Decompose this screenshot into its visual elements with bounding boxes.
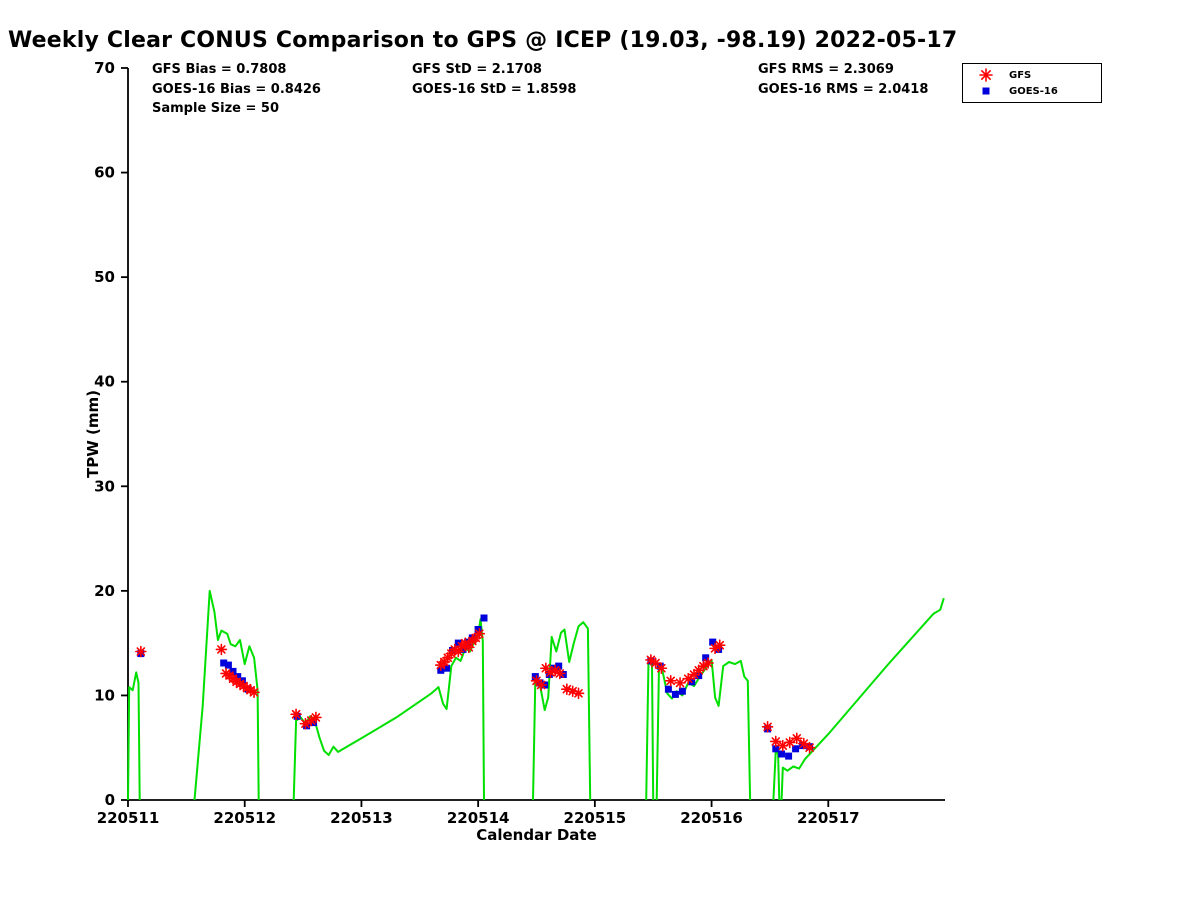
y-tick-label: 30 bbox=[94, 477, 115, 495]
legend-item-gfs: GFS bbox=[963, 67, 1101, 83]
gfs-asterisk-icon bbox=[963, 67, 1009, 83]
x-tick-label: 220515 bbox=[564, 809, 627, 827]
gfs-scatter-series bbox=[135, 627, 816, 754]
legend-item-goes16: GOES-16 bbox=[963, 83, 1101, 99]
stat-goes16-bias: GOES-16 Bias = 0.8426 bbox=[152, 81, 321, 97]
y-tick-label: 70 bbox=[94, 59, 115, 77]
y-tick-label: 20 bbox=[94, 582, 115, 600]
stat-sample-size: Sample Size = 50 bbox=[152, 101, 280, 116]
y-tick-label: 60 bbox=[94, 164, 115, 182]
x-tick-label: 220513 bbox=[330, 809, 393, 827]
stat-goes16-std: GOES-16 StD = 1.8598 bbox=[412, 81, 577, 97]
x-tick-label: 220516 bbox=[680, 809, 743, 827]
y-tick-label: 10 bbox=[94, 686, 115, 704]
x-tick-label: 220514 bbox=[447, 809, 510, 827]
tick-marks bbox=[121, 67, 830, 807]
x-tick-label: 220517 bbox=[797, 809, 860, 827]
x-tick-label: 220512 bbox=[213, 809, 276, 827]
chart-title: Weekly Clear CONUS Comparison to GPS @ I… bbox=[8, 28, 958, 53]
tick-labels: 220511 220512 220513 220514 220515 220516 2205… bbox=[94, 59, 859, 827]
stats-column-rms: GFS RMS = 2.3069 GOES-16 RMS = 2.0418 bbox=[758, 60, 928, 99]
stat-gfs-bias: GFS Bias = 0.7808 bbox=[152, 62, 287, 77]
stat-goes16-rms: GOES-16 RMS = 2.0418 bbox=[758, 81, 929, 97]
legend-label-gfs: GFS bbox=[1009, 69, 1032, 81]
goes16-square-icon bbox=[963, 83, 1009, 99]
stats-column-bias: GFS Bias = 0.7808 GOES-16 Bias = 0.8426 … bbox=[152, 60, 321, 119]
axes bbox=[127, 68, 945, 801]
x-axis-label: Calendar Date bbox=[476, 826, 597, 844]
x-tick-label: 220511 bbox=[97, 809, 160, 827]
legend-label-goes16: GOES-16 bbox=[1009, 85, 1058, 97]
stats-column-std: GFS StD = 2.1708 GOES-16 StD = 1.8598 bbox=[412, 60, 576, 99]
y-tick-label: 50 bbox=[94, 268, 115, 286]
y-tick-label: 40 bbox=[94, 373, 115, 391]
stat-gfs-rms: GFS RMS = 2.3069 bbox=[758, 62, 894, 77]
y-axis-label: TPW (mm) bbox=[84, 390, 102, 478]
legend: GFS GOES-16 bbox=[962, 63, 1102, 103]
y-tick-label: 0 bbox=[105, 791, 115, 809]
stat-gfs-std: GFS StD = 2.1708 bbox=[412, 62, 542, 77]
